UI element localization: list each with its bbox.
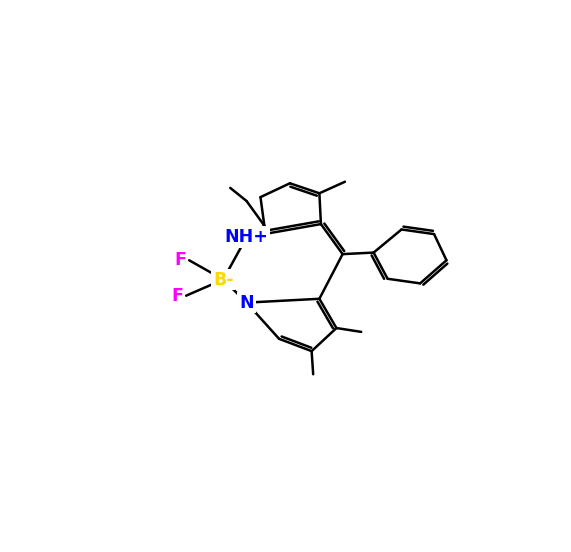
Text: N: N bbox=[239, 294, 254, 312]
Text: F: F bbox=[174, 251, 186, 269]
Text: NH+: NH+ bbox=[224, 228, 268, 246]
Text: B-: B- bbox=[213, 270, 234, 289]
Text: F: F bbox=[171, 286, 183, 305]
